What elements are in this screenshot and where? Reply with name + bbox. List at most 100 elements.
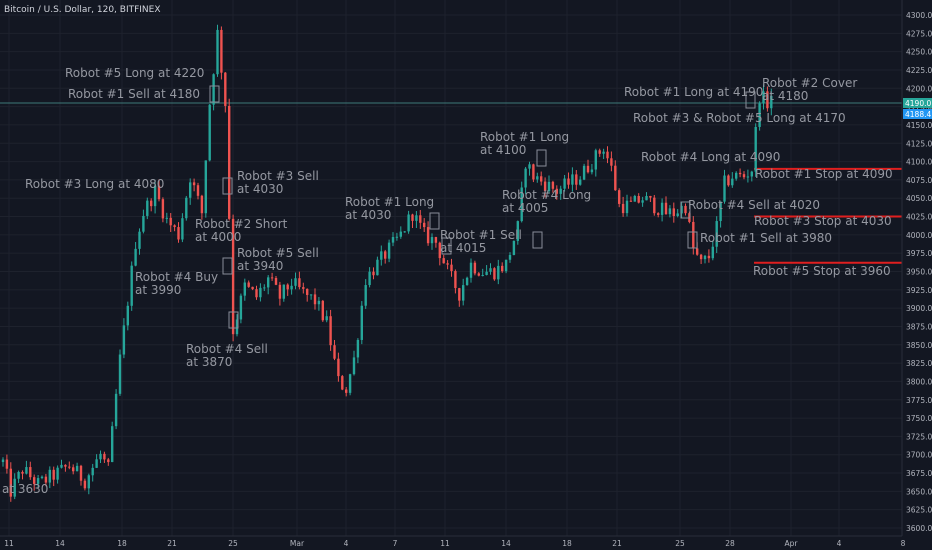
annotation-label: Robot #5 Sell <box>237 246 319 260</box>
y-tick-label: 3750.0 <box>906 414 932 423</box>
candle-body <box>111 426 114 463</box>
trade-marker-box <box>209 85 220 103</box>
candle-body <box>243 282 246 296</box>
candle-body <box>372 271 375 276</box>
candle-body <box>602 151 605 154</box>
candle-body <box>282 284 285 299</box>
candle-body <box>450 264 453 272</box>
candle-body <box>13 478 16 497</box>
candle-body <box>543 181 547 192</box>
candles <box>1 24 773 502</box>
candle-body <box>699 254 703 260</box>
annotation-label: Robot #2 Short <box>195 217 288 231</box>
candle-body <box>224 72 227 106</box>
trade-marker-box <box>532 231 543 249</box>
annotation-label: at 4180 <box>762 89 808 103</box>
annotation-label: Robot #1 Long <box>480 130 569 144</box>
y-tick-label: 3800.0 <box>906 377 932 386</box>
trade-markers <box>209 85 756 329</box>
annotation-label: at 4030 <box>237 182 283 196</box>
candle-body <box>321 300 324 321</box>
y-tick-label: 4000.0 <box>906 231 932 240</box>
candle-body <box>231 218 235 335</box>
price-axis-panel <box>902 0 932 550</box>
candle-body <box>770 95 773 109</box>
time-axis[interactable]: 11 14 18 21 25 Mar 4 7 11 14 18 21 25 28 Apr 4 8 <box>4 539 905 548</box>
candle-body <box>99 453 102 460</box>
candle-body <box>633 195 636 202</box>
candle-body <box>79 465 83 481</box>
candle-body <box>719 201 722 222</box>
annotation-label: Robot #1 Sell at 4180 <box>68 87 200 101</box>
price-label-text: 4188.4 <box>905 110 931 119</box>
x-tick-label: 28 <box>725 539 735 548</box>
candle-body <box>91 467 94 476</box>
candle-body <box>196 185 200 196</box>
candle-body <box>411 214 414 221</box>
candle-body <box>715 221 718 247</box>
candle-body <box>430 237 434 244</box>
candle-body <box>391 237 395 243</box>
y-tick-label: 4050.0 <box>906 194 932 203</box>
candle-body <box>637 195 640 203</box>
annotation-label: at 3630 <box>2 482 48 496</box>
trade-marker-box <box>680 201 691 219</box>
candle-body <box>294 278 297 286</box>
candle-body <box>157 185 161 200</box>
candle-body <box>376 259 379 276</box>
candle-body <box>438 242 441 259</box>
candle-body <box>173 225 176 228</box>
candle-body <box>1 459 5 463</box>
annotation-label: Robot #4 Sell at 4020 <box>688 198 820 212</box>
candle-body <box>200 195 204 214</box>
price-axis[interactable]: 3600.0 3625.0 3650.0 3675.0 3700.0 3725.0 3750… <box>906 11 932 533</box>
candle-body <box>504 259 508 272</box>
candle-body <box>598 150 601 154</box>
candle-body <box>547 181 551 192</box>
annotation-label: at 4005 <box>502 201 548 215</box>
candle-body <box>169 217 172 226</box>
candle-body <box>325 316 328 321</box>
candle-body <box>384 251 387 259</box>
candle-body <box>664 202 668 215</box>
price-label-box <box>903 98 932 108</box>
trade-marker-box <box>536 149 547 167</box>
candle-body <box>228 105 231 219</box>
candle-body <box>465 277 469 286</box>
x-tick-label: 4 <box>344 539 349 548</box>
x-tick-label: 14 <box>55 539 65 548</box>
candle-body <box>618 190 621 204</box>
candle-body <box>364 285 367 306</box>
x-tick-label: 11 <box>4 539 14 548</box>
candle-body <box>489 268 492 272</box>
trade-marker-box <box>429 212 440 230</box>
candle-body <box>446 263 449 265</box>
candle-body <box>95 459 98 468</box>
candle-body <box>356 339 360 358</box>
annotation-label: at 3940 <box>237 259 283 273</box>
candle-body <box>606 151 609 159</box>
candle-body <box>274 277 278 285</box>
candle-body <box>668 208 672 215</box>
last-price-labels: 4190.0 4188.4 <box>903 98 932 119</box>
candle-body <box>290 285 293 290</box>
candle-body <box>380 251 383 260</box>
candle-body <box>263 287 266 289</box>
x-tick-label: Mar <box>290 539 305 548</box>
candle-body <box>660 202 664 215</box>
y-tick-label: 3825.0 <box>906 359 932 368</box>
x-tick-label: 7 <box>393 539 398 548</box>
annotation-label: Robot #3 Stop at 4030 <box>754 214 892 228</box>
y-tick-label: 4150.0 <box>906 121 932 130</box>
trade-marker-box <box>745 91 756 109</box>
candle-body <box>208 104 211 161</box>
candle-body <box>766 91 769 109</box>
y-tick-label: 3775.0 <box>906 396 932 405</box>
candle-body <box>21 471 24 474</box>
candle-body <box>454 271 457 289</box>
level-lines <box>0 102 903 264</box>
candle-body <box>107 459 110 463</box>
trade-marker-box <box>222 177 233 195</box>
